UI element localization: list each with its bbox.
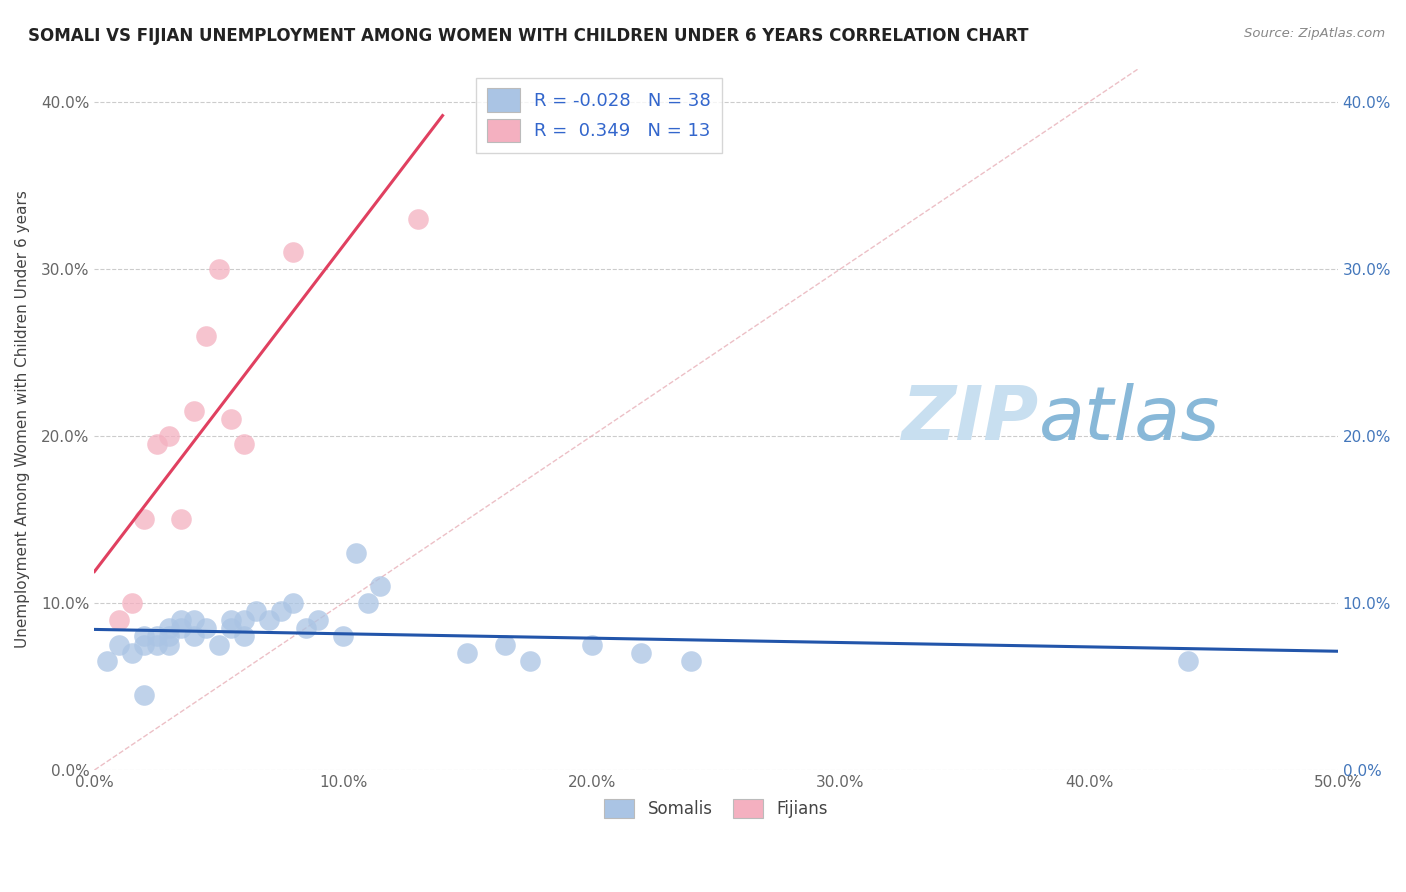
Point bbox=[270, 604, 292, 618]
Text: Source: ZipAtlas.com: Source: ZipAtlas.com bbox=[1244, 27, 1385, 40]
Point bbox=[630, 646, 652, 660]
Point bbox=[519, 655, 541, 669]
Point bbox=[257, 613, 280, 627]
Point bbox=[406, 211, 429, 226]
Text: SOMALI VS FIJIAN UNEMPLOYMENT AMONG WOMEN WITH CHILDREN UNDER 6 YEARS CORRELATIO: SOMALI VS FIJIAN UNEMPLOYMENT AMONG WOME… bbox=[28, 27, 1029, 45]
Point bbox=[195, 621, 218, 635]
Point bbox=[232, 613, 254, 627]
Point bbox=[344, 546, 367, 560]
Point bbox=[157, 429, 180, 443]
Point bbox=[370, 579, 392, 593]
Point bbox=[283, 245, 305, 260]
Text: atlas: atlas bbox=[1039, 384, 1220, 455]
Point bbox=[245, 604, 267, 618]
Point bbox=[121, 646, 143, 660]
Point bbox=[494, 638, 516, 652]
Legend: Somalis, Fijians: Somalis, Fijians bbox=[598, 792, 834, 825]
Point bbox=[134, 638, 156, 652]
Point bbox=[332, 629, 354, 643]
Point bbox=[134, 512, 156, 526]
Point bbox=[108, 613, 131, 627]
Point bbox=[681, 655, 703, 669]
Point bbox=[208, 262, 231, 277]
Point bbox=[219, 613, 242, 627]
Point bbox=[121, 596, 143, 610]
Point bbox=[170, 512, 193, 526]
Point bbox=[96, 655, 118, 669]
Point bbox=[232, 629, 254, 643]
Point bbox=[183, 613, 205, 627]
Point bbox=[1177, 655, 1199, 669]
Point bbox=[157, 629, 180, 643]
Point bbox=[108, 638, 131, 652]
Point bbox=[134, 629, 156, 643]
Point bbox=[581, 638, 603, 652]
Y-axis label: Unemployment Among Women with Children Under 6 years: Unemployment Among Women with Children U… bbox=[15, 190, 30, 648]
Point bbox=[183, 629, 205, 643]
Point bbox=[145, 437, 167, 451]
Point bbox=[195, 328, 218, 343]
Text: ZIP: ZIP bbox=[903, 383, 1039, 456]
Point bbox=[283, 596, 305, 610]
Point bbox=[145, 638, 167, 652]
Point bbox=[208, 638, 231, 652]
Point bbox=[357, 596, 380, 610]
Point bbox=[232, 437, 254, 451]
Point bbox=[170, 613, 193, 627]
Point bbox=[456, 646, 478, 660]
Point bbox=[219, 621, 242, 635]
Point bbox=[295, 621, 318, 635]
Point bbox=[145, 629, 167, 643]
Point bbox=[307, 613, 329, 627]
Point bbox=[157, 621, 180, 635]
Point bbox=[183, 404, 205, 418]
Point bbox=[170, 621, 193, 635]
Point bbox=[157, 638, 180, 652]
Point bbox=[134, 688, 156, 702]
Point bbox=[219, 412, 242, 426]
